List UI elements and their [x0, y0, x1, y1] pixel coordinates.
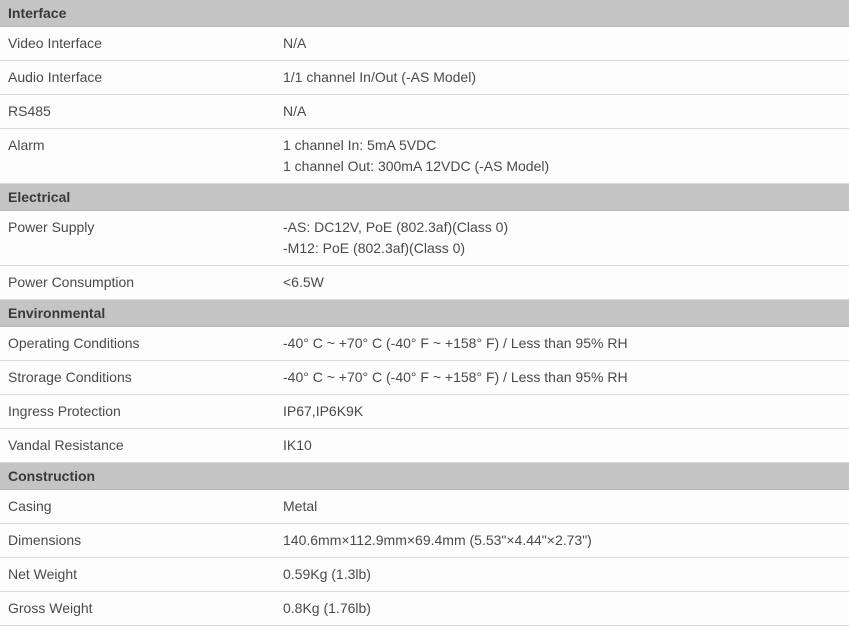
section-header: Interface [0, 0, 849, 27]
spec-label: Casing [0, 490, 275, 524]
spec-label: Gross Weight [0, 592, 275, 626]
table-row: Dimensions140.6mm×112.9mm×69.4mm (5.53"×… [0, 524, 849, 558]
spec-value: 0.59Kg (1.3lb) [275, 558, 849, 592]
spec-label: Video Interface [0, 27, 275, 61]
section-title: Electrical [0, 184, 849, 211]
spec-value: <6.5W [275, 266, 849, 300]
table-row: Power Consumption<6.5W [0, 266, 849, 300]
table-row: RS485N/A [0, 95, 849, 129]
spec-value: N/A [275, 27, 849, 61]
spec-label: Alarm [0, 129, 275, 184]
table-row: Vandal ResistanceIK10 [0, 429, 849, 463]
spec-value: 1 channel In: 5mA 5VDC 1 channel Out: 30… [275, 129, 849, 184]
spec-label: Audio Interface [0, 61, 275, 95]
section-header: Construction [0, 463, 849, 490]
table-row: Net Weight0.59Kg (1.3lb) [0, 558, 849, 592]
spec-value: -AS: DC12V, PoE (802.3af)(Class 0) -M12:… [275, 211, 849, 266]
section-title: Interface [0, 0, 849, 27]
section-header: Electrical [0, 184, 849, 211]
section-title: Environmental [0, 300, 849, 327]
spec-value: 140.6mm×112.9mm×69.4mm (5.53"×4.44"×2.73… [275, 524, 849, 558]
spec-label: Net Weight [0, 558, 275, 592]
spec-label: Ingress Protection [0, 395, 275, 429]
spec-value: -40° C ~ +70° C (-40° F ~ +158° F) / Les… [275, 327, 849, 361]
spec-value: 0.8Kg (1.76lb) [275, 592, 849, 626]
spec-table: InterfaceVideo InterfaceN/AAudio Interfa… [0, 0, 849, 626]
table-row: Alarm1 channel In: 5mA 5VDC 1 channel Ou… [0, 129, 849, 184]
table-row: Ingress ProtectionIP67,IP6K9K [0, 395, 849, 429]
section-header: Environmental [0, 300, 849, 327]
spec-label: Power Supply [0, 211, 275, 266]
table-row: Gross Weight0.8Kg (1.76lb) [0, 592, 849, 626]
spec-label: Vandal Resistance [0, 429, 275, 463]
table-row: Power Supply-AS: DC12V, PoE (802.3af)(Cl… [0, 211, 849, 266]
table-row: Strorage Conditions-40° C ~ +70° C (-40°… [0, 361, 849, 395]
spec-value: Metal [275, 490, 849, 524]
spec-value: N/A [275, 95, 849, 129]
spec-value: IK10 [275, 429, 849, 463]
table-row: CasingMetal [0, 490, 849, 524]
table-row: Operating Conditions-40° C ~ +70° C (-40… [0, 327, 849, 361]
spec-value: -40° C ~ +70° C (-40° F ~ +158° F) / Les… [275, 361, 849, 395]
table-row: Video InterfaceN/A [0, 27, 849, 61]
spec-label: Dimensions [0, 524, 275, 558]
spec-label: RS485 [0, 95, 275, 129]
spec-label: Power Consumption [0, 266, 275, 300]
table-row: Audio Interface1/1 channel In/Out (-AS M… [0, 61, 849, 95]
spec-value: 1/1 channel In/Out (-AS Model) [275, 61, 849, 95]
spec-label: Operating Conditions [0, 327, 275, 361]
spec-value: IP67,IP6K9K [275, 395, 849, 429]
spec-table-body: InterfaceVideo InterfaceN/AAudio Interfa… [0, 0, 849, 626]
spec-label: Strorage Conditions [0, 361, 275, 395]
section-title: Construction [0, 463, 849, 490]
